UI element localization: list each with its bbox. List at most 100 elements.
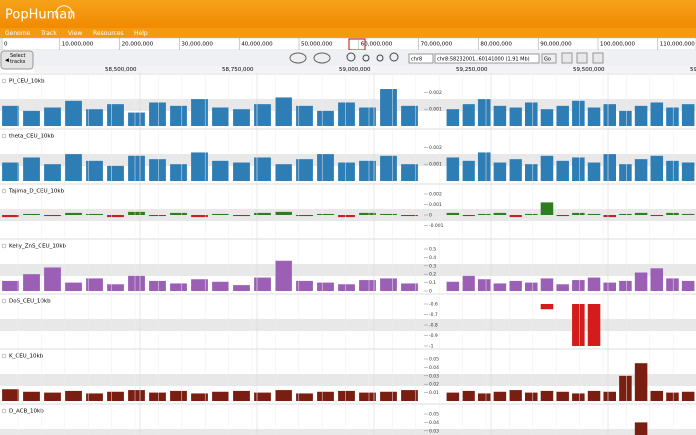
y-tick-label: 0.03 [429, 428, 439, 434]
chromosome-select[interactable] [408, 53, 434, 64]
local-ruler-label: 59,250,000 [456, 67, 488, 73]
bar [540, 202, 554, 215]
bar [619, 375, 632, 401]
bar [338, 390, 355, 401]
bar [233, 162, 250, 181]
bar [317, 110, 334, 126]
location-input[interactable] [434, 53, 540, 64]
logo-arc [55, 5, 73, 20]
bar [191, 152, 208, 181]
bar [634, 363, 648, 401]
track-toggle[interactable] [1, 188, 7, 194]
bar [650, 155, 664, 181]
y-tick-label: 0.3 [429, 263, 436, 269]
bar [23, 391, 40, 401]
bar [338, 162, 355, 181]
track-name: Tajima_D_CEU_10kb [8, 189, 65, 195]
bar [275, 164, 292, 181]
bar [338, 215, 355, 218]
bar [587, 304, 601, 346]
bar [44, 107, 61, 126]
y-tick-label: 0.1 [429, 280, 436, 286]
bar [254, 277, 271, 291]
bar [462, 104, 475, 126]
bar [23, 213, 40, 215]
bar [572, 393, 585, 401]
tool-button[interactable] [576, 52, 588, 64]
menu-item[interactable]: View [68, 30, 82, 37]
bar [477, 99, 491, 126]
menu-item[interactable]: Help [134, 30, 148, 37]
local-ruler-label: 58,750,000 [222, 67, 254, 73]
bar [2, 280, 19, 291]
bar [107, 104, 124, 126]
tool-button[interactable] [561, 52, 573, 64]
bar [401, 164, 418, 181]
menu-item[interactable]: Track [40, 30, 57, 37]
track-toggle[interactable] [1, 353, 7, 359]
bar [212, 281, 229, 291]
bar [619, 110, 632, 126]
bar [65, 154, 82, 181]
track-toggle[interactable] [1, 243, 7, 249]
menu-item[interactable]: Resources [93, 30, 124, 37]
bar [509, 159, 522, 181]
track-toggle[interactable] [1, 133, 7, 139]
tool-button[interactable] [592, 52, 604, 64]
bar [128, 211, 145, 215]
go-button[interactable] [541, 53, 557, 64]
bar [44, 164, 61, 181]
bar [275, 390, 292, 401]
ruler-label: 80,000,000 [480, 42, 512, 48]
pan-right[interactable] [313, 52, 331, 64]
ruler-label: 30,000,000 [181, 42, 213, 48]
bar [603, 215, 616, 218]
bar [170, 390, 187, 401]
bar [275, 260, 292, 291]
y-tick-label: -1 [429, 344, 434, 350]
bar [462, 390, 475, 401]
zoom-buttons[interactable] [346, 52, 399, 62]
bar [401, 105, 418, 126]
bar [107, 165, 124, 181]
bar [275, 211, 292, 215]
ruler-label: 60,000,000 [361, 42, 393, 48]
pan-left[interactable] [289, 52, 307, 64]
local-ruler-label: 59,500,000 [573, 67, 605, 73]
bar [65, 390, 82, 401]
bar [380, 278, 397, 291]
bar [540, 304, 554, 310]
bar [233, 215, 250, 217]
bar [681, 391, 695, 401]
bar [254, 392, 271, 401]
bar [587, 213, 601, 215]
bar [359, 392, 376, 401]
bar [149, 280, 166, 291]
bar [359, 212, 376, 215]
bar [493, 162, 507, 181]
bar [493, 391, 507, 401]
bar [296, 280, 313, 291]
label-box [0, 77, 62, 85]
menu-item[interactable]: Genome [5, 30, 31, 37]
bar [619, 213, 632, 215]
track-toggle[interactable] [1, 78, 7, 84]
bar [477, 393, 491, 401]
bar [170, 212, 187, 215]
bar [650, 268, 664, 291]
bar [493, 212, 507, 215]
track-toggle[interactable] [1, 408, 7, 414]
select-tracks-text: Select tracks [10, 53, 26, 65]
bar [666, 278, 679, 291]
y-tick-label: 0 [429, 289, 432, 295]
bar [493, 283, 507, 291]
bar [477, 213, 491, 215]
bar [493, 105, 507, 126]
bar [86, 393, 103, 401]
track-toggle[interactable] [1, 298, 7, 304]
ruler-label: 100,000,000 [600, 42, 635, 48]
y-tick-label: 0.4 [429, 255, 436, 261]
select-tracks-button[interactable] [0, 50, 34, 70]
bar [359, 280, 376, 291]
bar [462, 275, 475, 291]
